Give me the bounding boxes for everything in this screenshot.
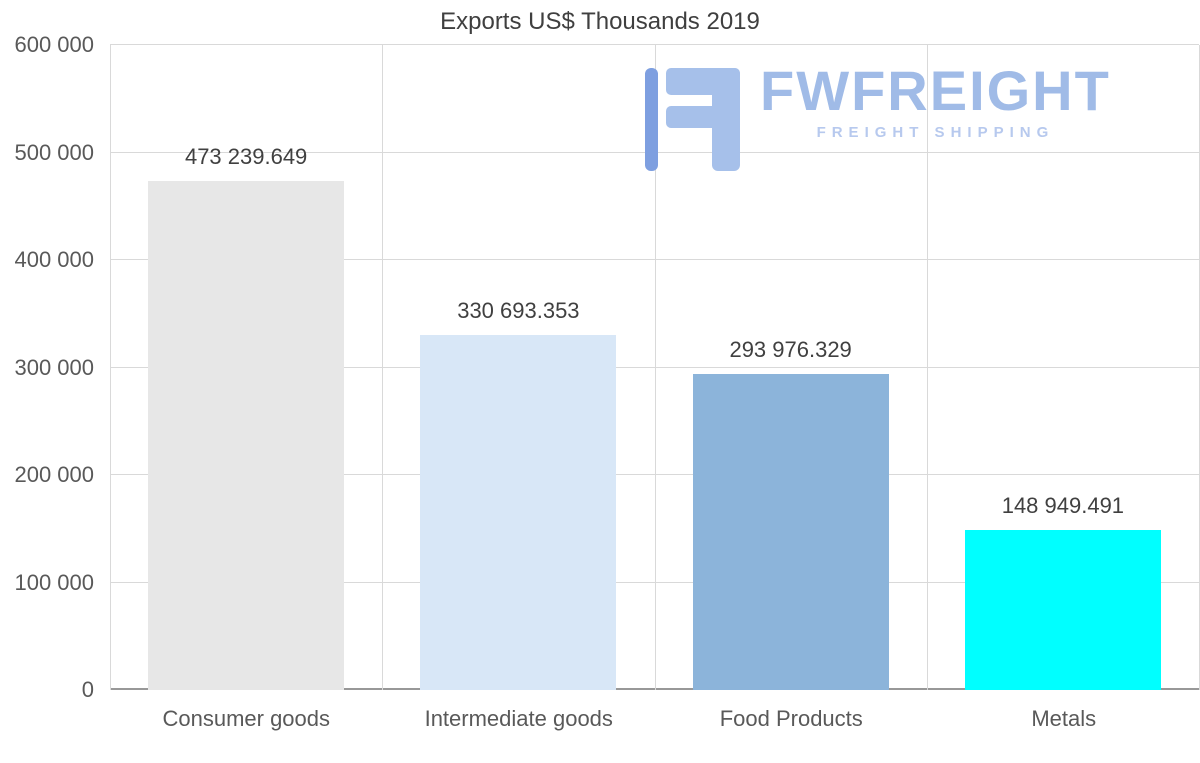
bar-column: 473 239.649 (110, 45, 382, 690)
logo-subtitle: FREIGHT SHIPPING (816, 123, 1055, 141)
bar-value-label: 330 693.353 (457, 297, 580, 323)
y-tick-label: 300 000 (14, 354, 94, 380)
logo: FWFREIGHT FREIGHT SHIPPING (645, 59, 1111, 177)
bar-column: 330 693.353 (382, 45, 654, 690)
y-tick-label: 200 000 (14, 462, 94, 487)
y-tick-label: 100 000 (14, 569, 94, 595)
v-gridline (926, 45, 928, 690)
v-gridline (382, 45, 384, 690)
h-gridline (110, 44, 1199, 45)
y-tick-label: 400 000 (14, 247, 94, 272)
bar-column: 293 976.329 (655, 45, 927, 690)
logo-icon (645, 68, 740, 171)
x-axis: Consumer goods Intermediate goods Food Pro… (110, 690, 1200, 763)
y-axis: 0 100 000 200 000 300 000 400 000 500 000 600 … (0, 32, 110, 702)
bar-metals (964, 529, 1161, 690)
chart-title: Exports US$ Thousands 2019 (440, 8, 760, 35)
x-category-label: Metals (1031, 706, 1097, 731)
bar-column: 148 949.491 (927, 45, 1199, 690)
y-tick-label: 600 000 (14, 32, 94, 57)
logo-name: FWFREIGHT (760, 59, 1111, 122)
x-category-label: Consumer goods (162, 706, 331, 731)
v-gridline (110, 45, 111, 690)
y-tick-label: 0 (81, 677, 94, 702)
bar-consumer-goods (148, 181, 345, 690)
x-category-label: Food Products (719, 706, 863, 731)
v-gridline (654, 45, 656, 690)
bar-intermediate-goods (420, 334, 617, 690)
x-category-label: Intermediate goods (424, 706, 613, 731)
bar-value-label: 293 976.329 (729, 336, 852, 362)
bar-value-label: 148 949.491 (1001, 492, 1125, 518)
logo-text: FWFREIGHT FREIGHT SHIPPING (760, 59, 1111, 141)
bar-value-label: 473 239.649 (184, 144, 308, 170)
y-tick-label: 500 000 (14, 139, 94, 165)
plot-area: 473 239.649 330 693.353 293 976.329 148 949… (110, 44, 1200, 690)
bars: 473 239.649 330 693.353 293 976.329 148 949… (110, 45, 1199, 690)
bar-food-products (692, 373, 889, 690)
